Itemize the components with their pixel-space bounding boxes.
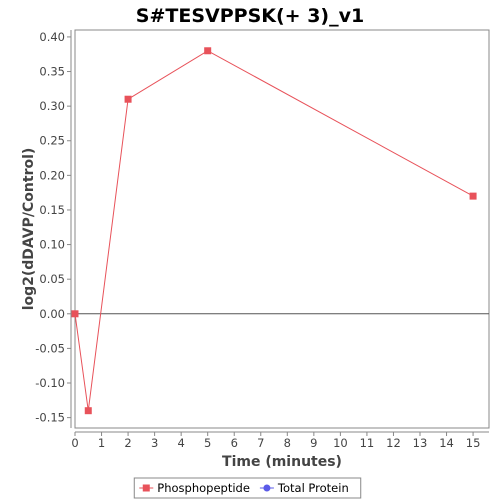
x-tick-label: 11 — [360, 436, 375, 450]
data-point — [204, 47, 212, 55]
data-point — [124, 95, 132, 103]
chart-title: S#TESVPPSK(+ 3)_v1 — [136, 5, 364, 27]
legend-label-1: Total Protein — [277, 481, 349, 495]
plot-frame — [74, 29, 490, 429]
y-axis: -0.15 -0.10 -0.05 0.00 0.05 0.10 0.15 0.20 0.25 0… — [35, 30, 72, 428]
y-tick-label: 0.25 — [39, 134, 65, 148]
y-axis-label: log2(dDAVP/Control) — [21, 148, 37, 311]
legend-box — [133, 477, 362, 499]
y-tick-label: 0.35 — [39, 65, 65, 79]
x-tick-label: 15 — [466, 436, 481, 450]
x-tick-label: 6 — [231, 436, 238, 450]
x-tick-label: 2 — [124, 436, 131, 450]
series-layer — [71, 47, 477, 415]
x-tick-label: 8 — [284, 436, 291, 450]
data-point — [84, 407, 92, 415]
x-tick-label: 10 — [333, 436, 348, 450]
x-tick-label: 0 — [71, 436, 78, 450]
x-tick-label: 5 — [204, 436, 211, 450]
y-tick-label: 0.15 — [39, 203, 65, 217]
y-tick-label: -0.15 — [35, 411, 65, 425]
data-point — [71, 310, 79, 318]
x-tick-label: 14 — [439, 436, 454, 450]
x-tick-label: 3 — [151, 436, 158, 450]
y-tick-label: 0.30 — [39, 99, 65, 113]
x-tick-label: 4 — [177, 436, 184, 450]
data-point — [469, 192, 477, 200]
plot-area — [74, 29, 490, 429]
x-tick-label: 13 — [413, 436, 428, 450]
legend-label-0: Phosphopeptide — [157, 481, 250, 495]
x-tick-label: 1 — [98, 436, 105, 450]
y-tick-label: 0.40 — [39, 30, 65, 44]
legend-marker-square-icon — [142, 484, 150, 492]
x-tick-label: 7 — [257, 436, 264, 450]
y-tick-label: 0.00 — [39, 307, 65, 321]
legend-marker-circle-icon — [263, 484, 271, 492]
y-tick-label: -0.10 — [35, 376, 65, 390]
x-axis-label: Time (minutes) — [222, 454, 342, 470]
y-tick-label: 0.05 — [39, 272, 65, 286]
x-tick-label: 9 — [310, 436, 317, 450]
y-tick-label: 0.10 — [39, 238, 65, 252]
x-tick-label: 12 — [386, 436, 401, 450]
y-tick-label: 0.20 — [39, 168, 65, 182]
x-axis: 0 1 2 3 4 5 6 7 8 9 10 11 12 13 14 15 — [71, 431, 489, 450]
y-tick-label: -0.05 — [35, 341, 65, 355]
legend: Phosphopeptide Total Protein — [133, 477, 362, 499]
